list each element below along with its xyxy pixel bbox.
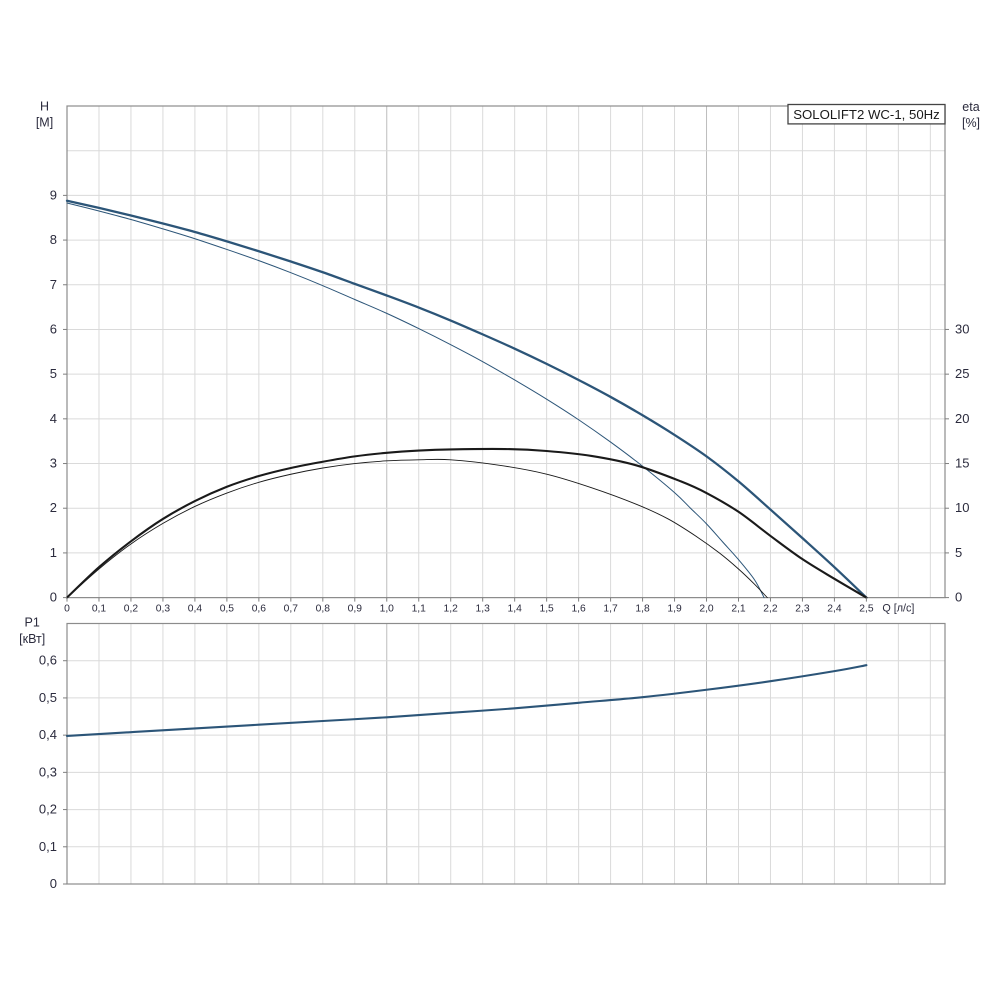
svg-text:15: 15 bbox=[955, 456, 969, 471]
svg-text:0,1: 0,1 bbox=[92, 604, 107, 615]
svg-text:H: H bbox=[40, 100, 49, 114]
svg-text:1,8: 1,8 bbox=[635, 604, 650, 615]
svg-text:0,3: 0,3 bbox=[39, 764, 57, 779]
svg-text:0: 0 bbox=[64, 604, 70, 615]
svg-text:4: 4 bbox=[50, 411, 57, 426]
svg-text:9: 9 bbox=[50, 187, 57, 202]
svg-text:1,4: 1,4 bbox=[507, 604, 522, 615]
svg-text:0,1: 0,1 bbox=[39, 839, 57, 854]
svg-text:25: 25 bbox=[955, 366, 969, 381]
svg-text:0,5: 0,5 bbox=[39, 690, 57, 705]
svg-text:1,1: 1,1 bbox=[412, 604, 427, 615]
svg-text:0,6: 0,6 bbox=[39, 653, 57, 668]
svg-text:0: 0 bbox=[50, 590, 57, 605]
svg-text:0,2: 0,2 bbox=[39, 802, 57, 817]
svg-text:1,9: 1,9 bbox=[667, 604, 682, 615]
svg-text:eta: eta bbox=[962, 100, 979, 114]
svg-text:20: 20 bbox=[955, 411, 969, 426]
svg-text:5: 5 bbox=[955, 545, 962, 560]
svg-text:Q [л/с]: Q [л/с] bbox=[882, 603, 914, 615]
svg-text:8: 8 bbox=[50, 232, 57, 247]
svg-text:1,6: 1,6 bbox=[571, 604, 586, 615]
svg-text:1: 1 bbox=[50, 545, 57, 560]
svg-text:0,5: 0,5 bbox=[220, 604, 235, 615]
svg-text:2,5: 2,5 bbox=[859, 604, 874, 615]
svg-text:0,9: 0,9 bbox=[348, 604, 363, 615]
svg-text:1,3: 1,3 bbox=[476, 604, 491, 615]
svg-text:2,1: 2,1 bbox=[731, 604, 746, 615]
svg-text:1,0: 1,0 bbox=[380, 604, 395, 615]
svg-text:2,3: 2,3 bbox=[795, 604, 810, 615]
svg-text:30: 30 bbox=[955, 321, 969, 336]
svg-text:P1: P1 bbox=[25, 615, 40, 629]
svg-text:[%]: [%] bbox=[962, 116, 980, 130]
svg-text:2,0: 2,0 bbox=[699, 604, 714, 615]
svg-text:6: 6 bbox=[50, 321, 57, 336]
svg-text:0,4: 0,4 bbox=[188, 604, 203, 615]
svg-text:0,2: 0,2 bbox=[124, 604, 139, 615]
svg-text:0,7: 0,7 bbox=[284, 604, 299, 615]
svg-text:2,4: 2,4 bbox=[827, 604, 842, 615]
svg-text:0,3: 0,3 bbox=[156, 604, 171, 615]
svg-text:0: 0 bbox=[955, 590, 962, 605]
svg-text:3: 3 bbox=[50, 456, 57, 471]
svg-text:0,8: 0,8 bbox=[316, 604, 331, 615]
svg-text:0,6: 0,6 bbox=[252, 604, 267, 615]
svg-text:2,2: 2,2 bbox=[763, 604, 778, 615]
svg-text:5: 5 bbox=[50, 366, 57, 381]
svg-text:0: 0 bbox=[50, 876, 57, 891]
svg-text:[кВт]: [кВт] bbox=[19, 632, 45, 646]
svg-text:10: 10 bbox=[955, 500, 969, 515]
svg-text:1,2: 1,2 bbox=[444, 604, 459, 615]
svg-text:2: 2 bbox=[50, 500, 57, 515]
svg-text:0,4: 0,4 bbox=[39, 727, 57, 742]
svg-text:SOLOLIFT2 WC-1, 50Hz: SOLOLIFT2 WC-1, 50Hz bbox=[793, 107, 940, 122]
svg-text:1,7: 1,7 bbox=[603, 604, 618, 615]
svg-text:1,5: 1,5 bbox=[539, 604, 554, 615]
svg-text:7: 7 bbox=[50, 277, 57, 292]
svg-text:[M]: [M] bbox=[36, 116, 53, 130]
